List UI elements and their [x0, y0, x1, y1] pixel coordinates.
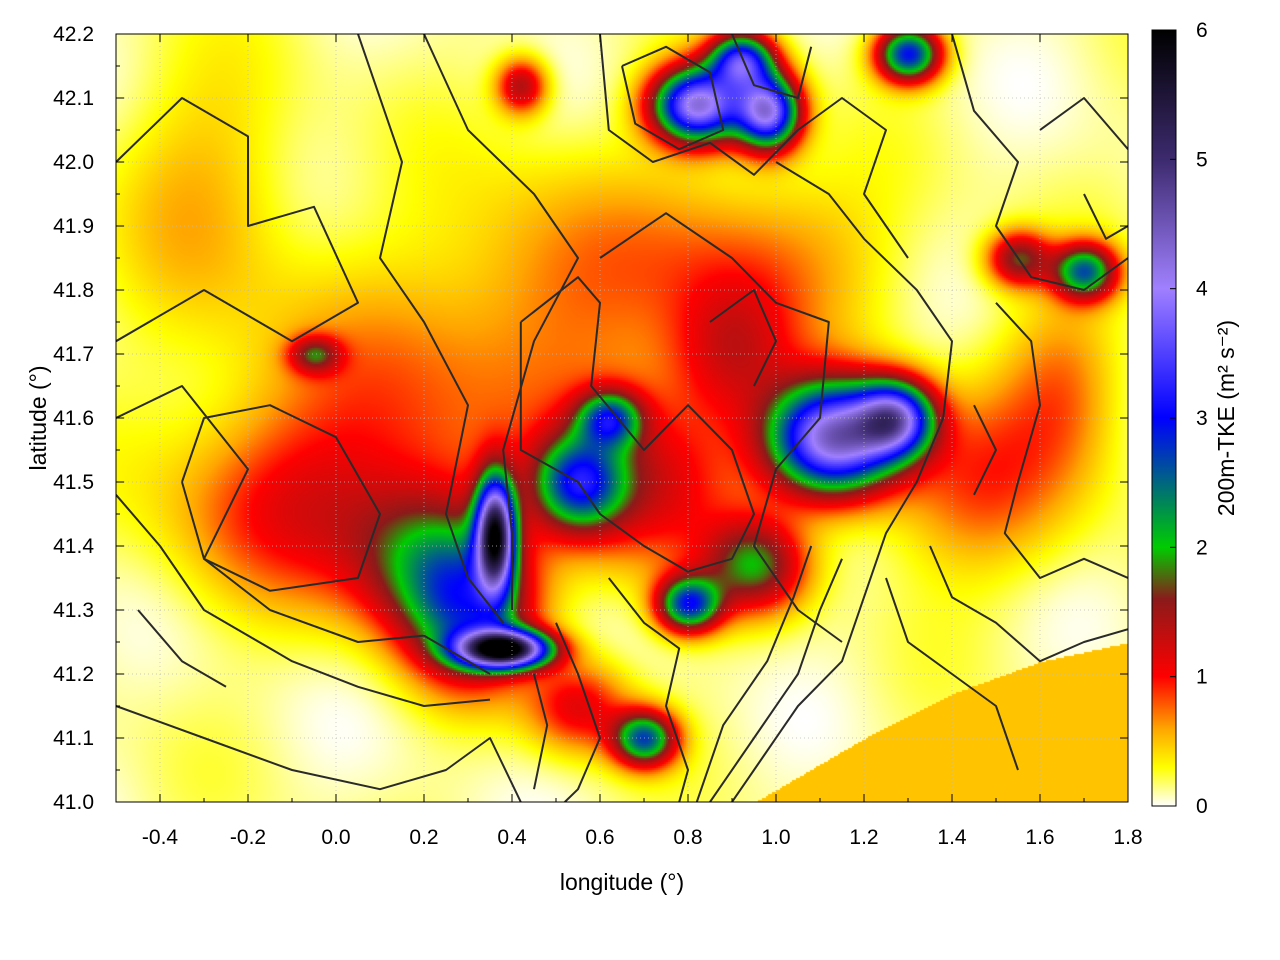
colorbar-tick-label: 2	[1196, 536, 1208, 559]
x-tick-label: 1.4	[937, 826, 967, 849]
y-tick-label: 41.6	[53, 407, 94, 430]
contour-line	[709, 289, 777, 387]
x-tick-label: 0.6	[585, 826, 614, 849]
contour-line	[1083, 193, 1128, 240]
x-tick-label: 0.2	[409, 826, 438, 849]
contour-line	[731, 34, 813, 99]
contour-line	[608, 577, 689, 802]
colorbar-label: 200m-TKE (m² s⁻²)	[1213, 320, 1239, 516]
contour-line	[973, 404, 997, 496]
grid-layer	[116, 34, 1128, 802]
x-tick-label: 0.8	[673, 826, 702, 849]
y-tick-label: 41.7	[53, 343, 94, 366]
x-tick-label: 1.6	[1025, 826, 1054, 849]
x-tick-label: -0.4	[142, 826, 179, 849]
y-tick-label: 42.2	[53, 23, 94, 46]
x-axis-ticks: -0.4 -0.2 0.0 0.2 0.4 0.6 0.8 1.0 1.2 1.4 1.6 1.8	[115, 34, 1143, 849]
x-tick-label: -0.2	[230, 826, 266, 849]
x-tick-label: 1.2	[849, 826, 878, 849]
contour-line	[709, 558, 843, 802]
y-tick-label: 42.1	[53, 87, 94, 110]
y-tick-label: 42.0	[53, 151, 94, 174]
x-tick-label: 1.0	[761, 826, 790, 849]
y-axis-ticks: 41.0 41.1 41.2 41.3 41.4 41.5 41.6 41.7 41.8 41.9…	[53, 23, 1128, 814]
colorbar-tick-label: 1	[1196, 666, 1208, 689]
y-tick-label: 41.2	[53, 663, 94, 686]
colorbar-tick-label: 6	[1196, 19, 1208, 42]
contour-line	[137, 609, 227, 688]
contour-line	[621, 45, 725, 151]
contour-line	[599, 34, 909, 259]
contour-line	[116, 385, 491, 675]
contour-line	[599, 212, 843, 643]
y-tick-label: 41.3	[53, 599, 94, 622]
contour-line	[1039, 97, 1128, 150]
y-tick-label: 41.1	[53, 727, 94, 750]
contour-line	[116, 494, 491, 707]
y-axis-label: latitude (°)	[25, 365, 51, 470]
contour-line	[555, 622, 601, 802]
contour-line	[181, 404, 381, 592]
contour-line	[929, 545, 1128, 663]
contour-line	[423, 34, 579, 610]
contour-line	[116, 705, 522, 802]
colorbar-tick-label: 5	[1196, 148, 1208, 171]
x-tick-label: 0.4	[497, 826, 527, 849]
y-tick-label: 41.5	[53, 471, 94, 494]
contour-layer	[116, 34, 1128, 802]
contour-line	[995, 302, 1128, 579]
contour-line	[116, 97, 359, 343]
y-tick-label: 41.4	[53, 535, 94, 558]
y-tick-label: 41.8	[53, 279, 94, 302]
colorbar-tick-label: 3	[1196, 407, 1208, 430]
colorbar-ticks: 0 1 2 3 4 5 6	[1170, 19, 1208, 818]
y-tick-label: 41.0	[53, 791, 94, 814]
y-tick-label: 41.9	[53, 215, 94, 238]
contour-line	[951, 34, 1128, 291]
colorbar-tick-label: 0	[1196, 795, 1208, 818]
contour-line	[519, 276, 755, 573]
colorbar-tick-label: 4	[1196, 278, 1208, 301]
x-tick-label: 0.0	[321, 826, 350, 849]
contour-line	[885, 577, 1019, 771]
x-tick-label: 1.8	[1113, 826, 1142, 849]
contour-line	[695, 545, 813, 802]
contour-line	[357, 34, 504, 624]
contour-line	[533, 673, 549, 790]
x-axis-label: longitude (°)	[560, 869, 684, 895]
contour-line	[731, 161, 953, 802]
